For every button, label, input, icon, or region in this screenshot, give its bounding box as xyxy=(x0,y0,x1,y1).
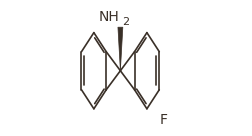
Text: NH: NH xyxy=(98,10,118,24)
Text: 2: 2 xyxy=(122,17,129,27)
Polygon shape xyxy=(117,27,122,71)
Text: F: F xyxy=(159,113,167,127)
